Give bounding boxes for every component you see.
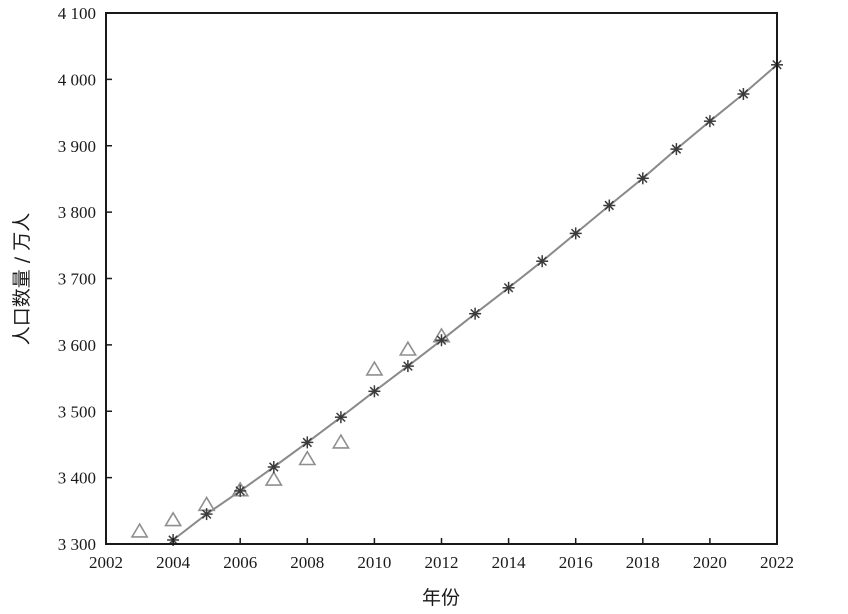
predicted-point [670, 143, 683, 156]
predicted-point [267, 461, 280, 473]
predicted-point [200, 508, 213, 521]
y-tick-label: 4 100 [58, 4, 96, 23]
observed-point [365, 360, 384, 376]
y-tick-label: 3 500 [58, 402, 96, 421]
x-tick-label: 2016 [559, 553, 593, 572]
plot-frame [105, 12, 778, 545]
predicted-point [636, 172, 649, 185]
y-tick-label: 4 000 [58, 70, 96, 89]
predicted-point [301, 436, 314, 449]
predicted-point [603, 199, 616, 212]
predicted-point [401, 360, 414, 373]
x-axis-title: 年份 [422, 587, 460, 609]
y-axis-title: 人口数量 / 万人 [11, 213, 33, 345]
x-tick-label: 2012 [425, 553, 459, 572]
observed-point [398, 340, 418, 356]
predicted-point [502, 281, 515, 294]
predicted-point [334, 411, 347, 424]
x-tick-label: 2008 [290, 553, 324, 572]
observed-point [164, 511, 183, 527]
x-tick-label: 2022 [760, 553, 794, 572]
y-axis: 3 300 3 400 3 500 3 600 3 700 3 800 3 900 4 000… [58, 4, 112, 554]
x-tick-label: 2002 [89, 553, 123, 572]
predicted-point [469, 307, 482, 320]
predicted-point [234, 484, 247, 497]
x-tick-label: 2014 [492, 553, 527, 572]
x-tick-label: 2006 [223, 553, 257, 572]
observed-point [298, 450, 317, 466]
predicted-point [368, 385, 381, 398]
series-1-line [172, 64, 778, 541]
plot-area [130, 58, 783, 546]
y-tick-label: 3 400 [58, 469, 96, 488]
x-tick-label: 2004 [156, 553, 191, 572]
y-tick-label: 3 600 [58, 336, 96, 355]
y-tick-label: 3 700 [58, 270, 96, 289]
observed-point [264, 470, 283, 486]
x-axis: 2002 2004 2006 2008 2010 2012 2014 2016 2018 2020… [89, 538, 794, 572]
predicted-point [703, 115, 716, 128]
y-tick-label: 3 800 [58, 203, 96, 222]
predicted-point [536, 255, 549, 268]
predicted-point [569, 227, 582, 240]
observed-point [331, 433, 350, 449]
x-tick-label: 2010 [357, 553, 391, 572]
predicted-point [737, 88, 750, 100]
y-tick-label: 3 300 [58, 535, 96, 554]
y-tick-label: 3 900 [58, 137, 96, 156]
observed-point [130, 522, 149, 538]
x-tick-label: 2018 [626, 553, 660, 572]
x-tick-label: 2020 [693, 553, 727, 572]
predicted-point [435, 334, 448, 347]
